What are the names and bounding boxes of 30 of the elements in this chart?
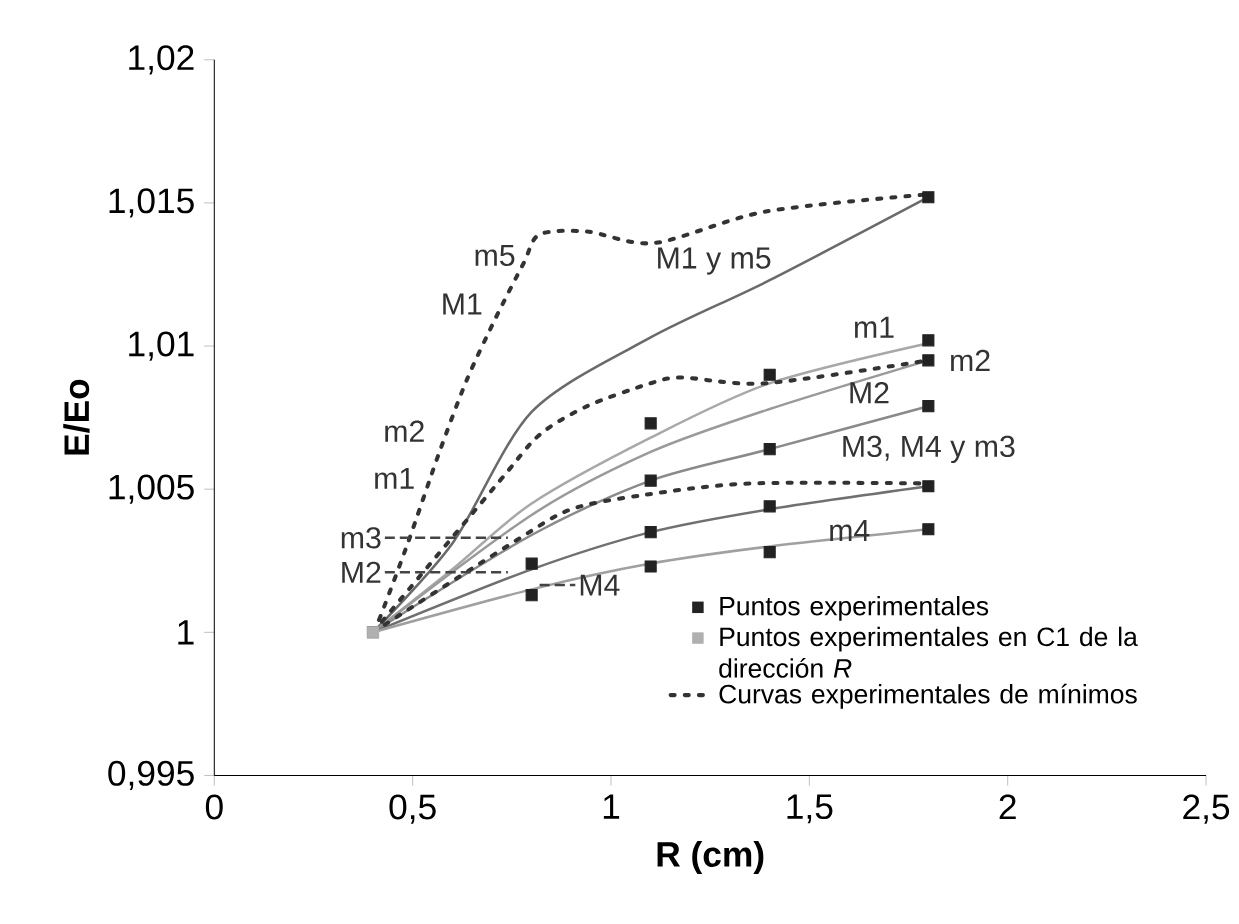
y-tick-label: 1,02 xyxy=(129,45,194,75)
annotation: m2 xyxy=(385,420,424,442)
y-tick-label: 1,005 xyxy=(109,474,194,504)
annotation: M2 xyxy=(342,561,381,583)
annotation: M1 y m5 xyxy=(658,247,771,275)
x-tick-label: 1,5 xyxy=(787,794,833,824)
x-tick-label: 2,5 xyxy=(1183,794,1230,824)
y-tick-label: 1 xyxy=(178,620,194,645)
legend-label: Puntos experimentales en C1 de la dirección R xyxy=(719,626,1138,678)
legend-label: Puntos experimentales xyxy=(720,596,989,621)
annotation: m4 xyxy=(830,520,870,541)
x-axis-title: R (cm) xyxy=(657,840,764,874)
x-tick-label: 2 xyxy=(999,794,1016,820)
y-tick-label: 1,015 xyxy=(109,188,194,218)
annotation: M1 xyxy=(443,293,482,315)
legend-label: Curvas experimentales de mínimos xyxy=(719,683,1137,709)
annotation: m1 xyxy=(855,316,894,338)
annotation: m1 xyxy=(375,467,414,489)
y-tick-label: 1,01 xyxy=(129,331,194,361)
annotation: M4 xyxy=(580,574,620,596)
y-axis-title: E/Eo xyxy=(63,379,90,455)
annotation: M3, M4 y m3 xyxy=(843,435,1015,464)
annotation: M2 xyxy=(850,382,889,404)
annotation: m5 xyxy=(475,244,515,267)
y-tick-label: 0,995 xyxy=(108,760,194,791)
annotation: m3 xyxy=(341,527,381,549)
x-tick-label: 0,5 xyxy=(389,794,436,824)
annotation: m2 xyxy=(951,349,990,371)
x-tick-label: 1 xyxy=(603,794,620,819)
x-tick-label: 0 xyxy=(205,794,223,820)
